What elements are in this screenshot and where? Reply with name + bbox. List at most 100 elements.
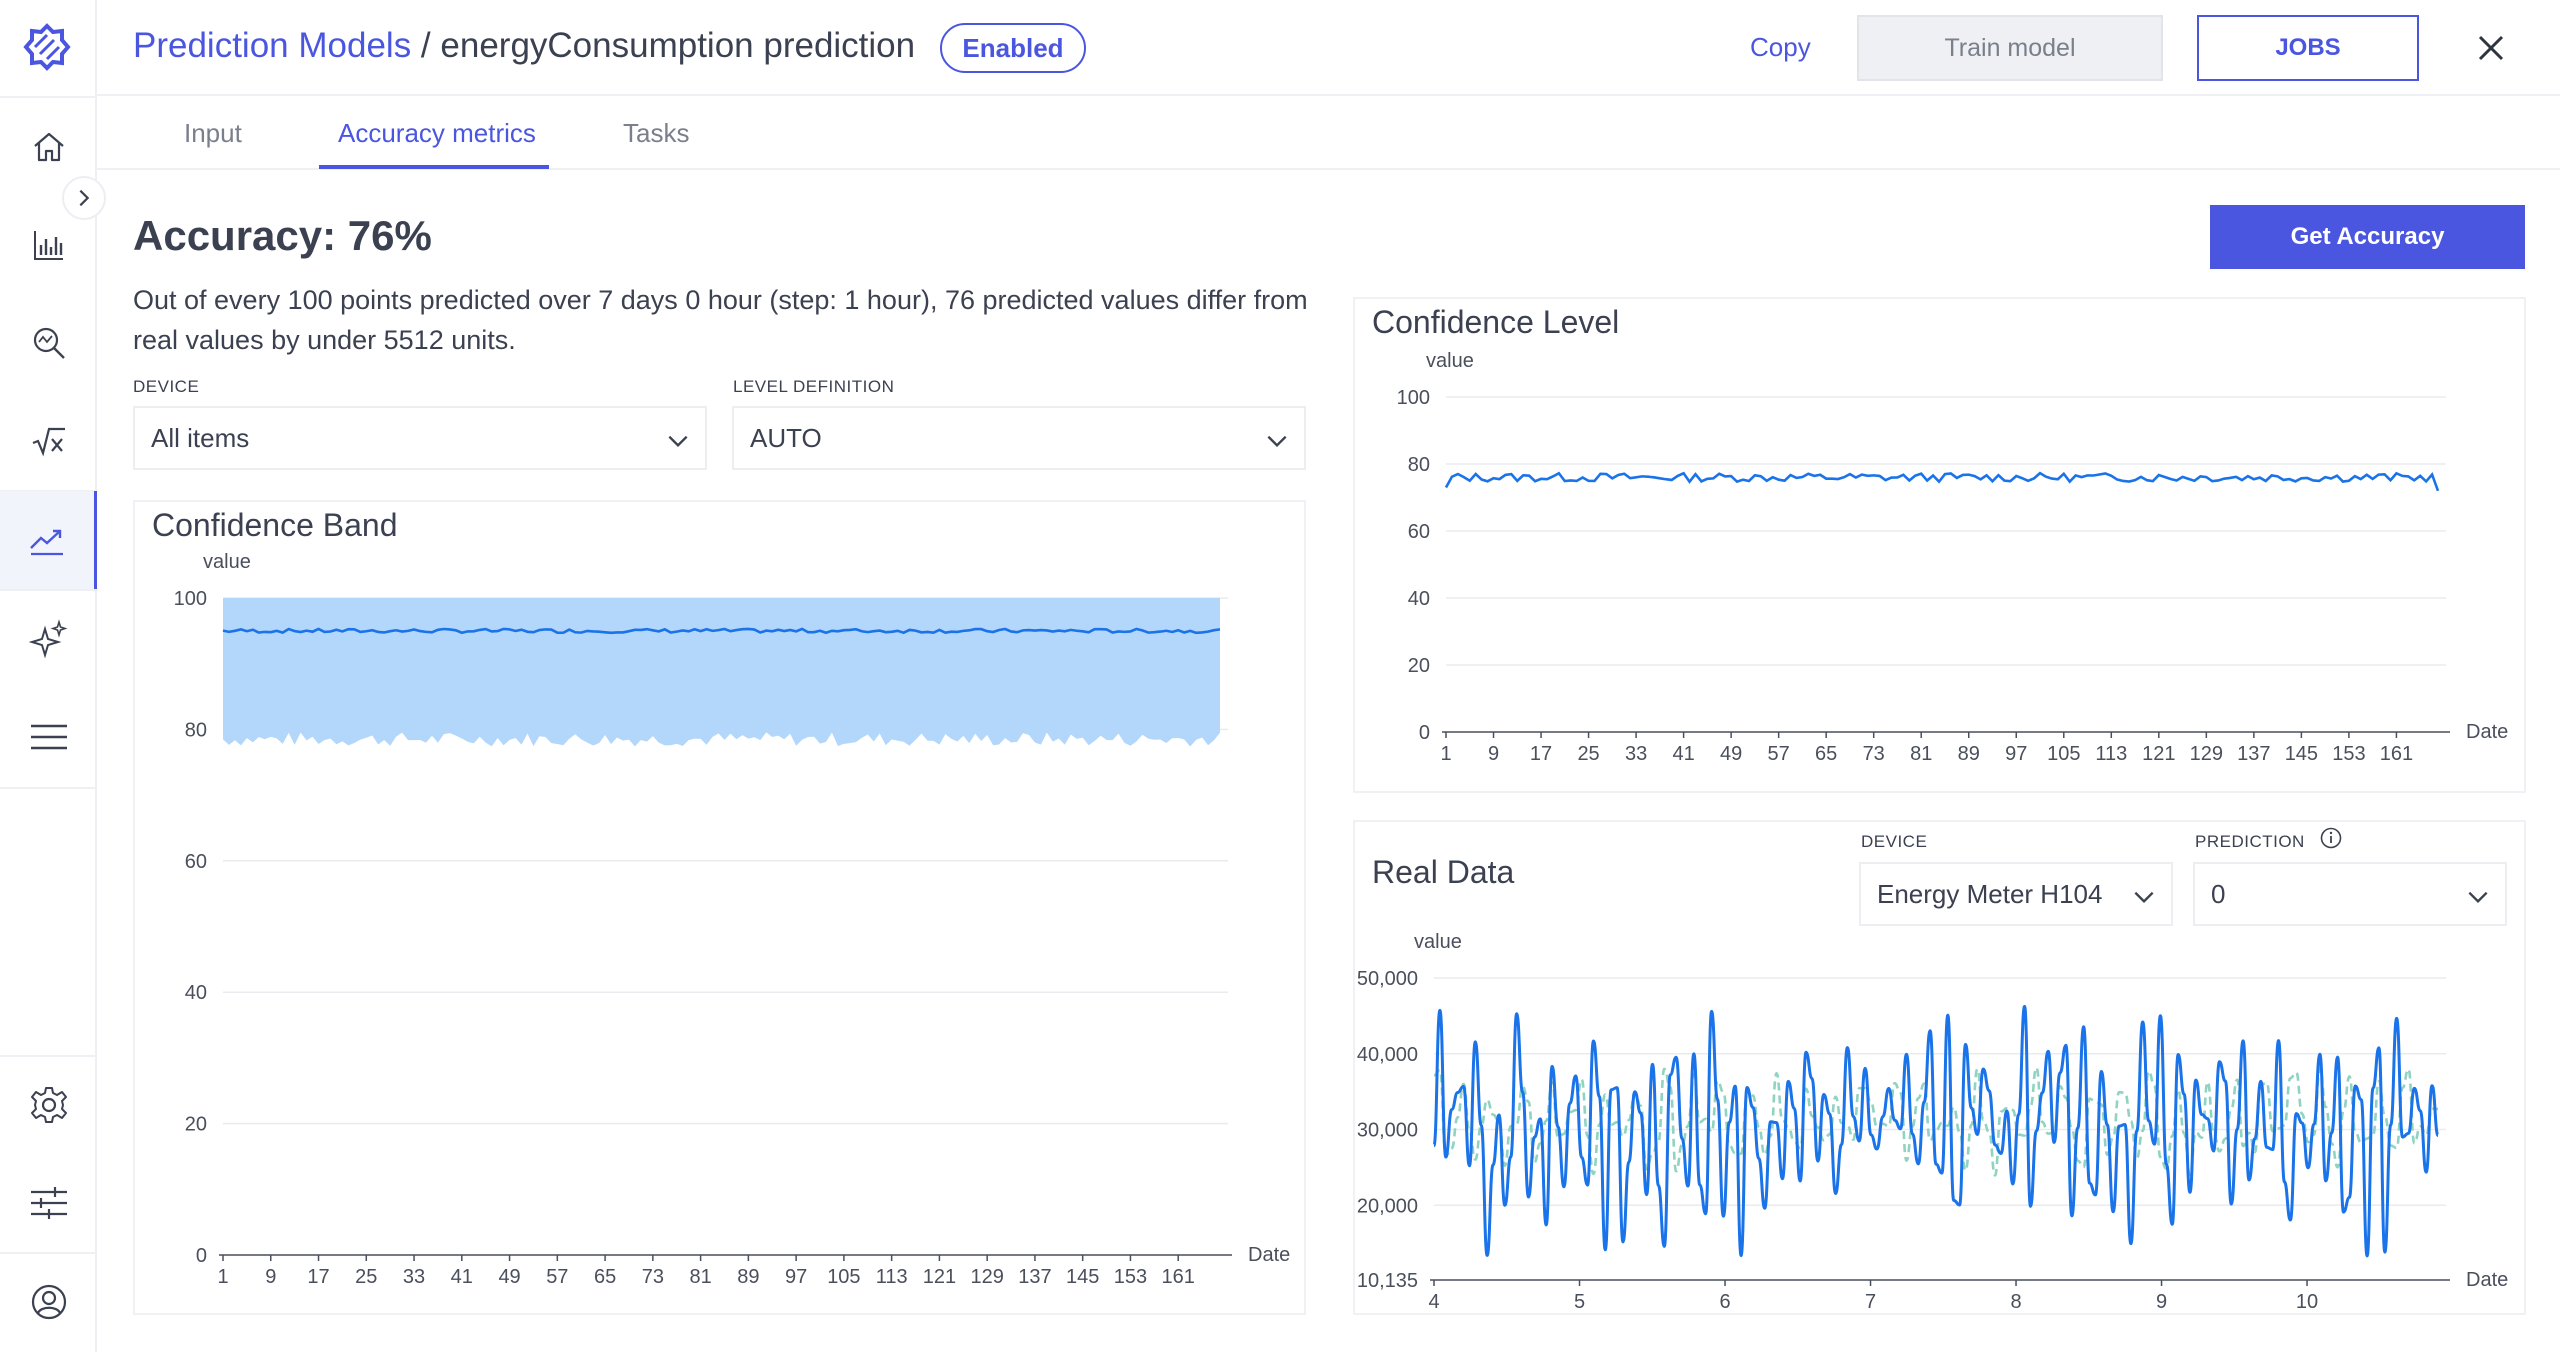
info-icon[interactable] bbox=[2319, 826, 2343, 850]
nav-preferences[interactable] bbox=[0, 1154, 97, 1252]
sidebar-divider bbox=[0, 589, 97, 591]
jobs-button[interactable]: JOBS bbox=[2197, 15, 2419, 81]
active-tab-indicator bbox=[319, 165, 549, 169]
sidebar-expand-button[interactable] bbox=[62, 176, 106, 220]
nav-search[interactable] bbox=[0, 294, 97, 392]
confidence-level-title: Confidence Level bbox=[1372, 304, 1620, 340]
page-header: Prediction Models / energyConsumption pr… bbox=[97, 0, 2560, 96]
copy-button[interactable]: Copy bbox=[1750, 32, 1811, 62]
x-tick-label: 73 bbox=[642, 1266, 664, 1288]
breadcrumb-root-link[interactable]: Prediction Models bbox=[133, 26, 412, 65]
get-accuracy-button[interactable]: Get Accuracy bbox=[2210, 205, 2525, 269]
x-tick-label: 129 bbox=[2190, 743, 2223, 765]
tab-input[interactable]: Input bbox=[184, 118, 242, 148]
x-tick-label: 8 bbox=[2010, 1291, 2021, 1313]
nav-formula[interactable] bbox=[0, 392, 97, 490]
x-tick-label: 57 bbox=[546, 1266, 568, 1288]
y-axis-label: value bbox=[1414, 931, 1462, 953]
chevron-down-icon bbox=[668, 435, 688, 448]
y-tick-label: 100 bbox=[1397, 387, 1430, 409]
x-tick-label: 25 bbox=[1577, 743, 1599, 765]
x-tick-label: 121 bbox=[2142, 743, 2175, 765]
x-tick-label: 17 bbox=[1530, 743, 1552, 765]
gear-logo-icon[interactable] bbox=[22, 22, 72, 72]
x-tick-label: 9 bbox=[1488, 743, 1499, 765]
sparkle-icon bbox=[28, 619, 68, 659]
x-tick-label: 97 bbox=[785, 1266, 807, 1288]
y-tick-label: 100 bbox=[174, 588, 207, 610]
y-tick-label: 40 bbox=[1408, 588, 1430, 610]
level-definition-label: LEVEL DEFINITION bbox=[733, 377, 895, 396]
nav-profile[interactable] bbox=[0, 1253, 97, 1351]
sidebar-divider bbox=[0, 96, 97, 98]
real-data-device-label: DEVICE bbox=[1861, 832, 1928, 851]
nav-menu[interactable] bbox=[0, 688, 97, 786]
x-tick-label: 137 bbox=[2237, 743, 2270, 765]
x-tick-label: 161 bbox=[2380, 743, 2413, 765]
y-tick-label: 80 bbox=[185, 719, 207, 741]
home-icon bbox=[33, 132, 64, 162]
status-badge: Enabled bbox=[940, 23, 1086, 73]
prediction-select[interactable]: 0 bbox=[2193, 862, 2507, 926]
menu-icon bbox=[30, 724, 67, 750]
x-tick-label: 7 bbox=[1865, 1291, 1876, 1313]
x-tick-label: 6 bbox=[1719, 1291, 1730, 1313]
device-select[interactable]: All items bbox=[133, 406, 707, 470]
x-tick-label: 81 bbox=[689, 1266, 711, 1288]
x-tick-label: 97 bbox=[2005, 743, 2027, 765]
confidence-level-line bbox=[1444, 471, 2440, 492]
accuracy-description: Out of every 100 points predicted over 7… bbox=[133, 285, 1308, 355]
confidence-level-chart: 0 20 40 60 80 100 1 9 17 25 33 41 49 57 65 73 81 89 97 105 1… bbox=[1397, 350, 2509, 765]
sidebar-divider bbox=[0, 787, 97, 789]
x-tick-label: 57 bbox=[1768, 743, 1790, 765]
real-data-device-select[interactable]: Energy Meter H104 bbox=[1859, 862, 2173, 926]
accuracy-title: Accuracy: 76% bbox=[133, 212, 432, 259]
y-tick-label: 40 bbox=[185, 982, 207, 1004]
level-definition-select[interactable]: AUTO bbox=[732, 406, 1306, 470]
nav-analytics[interactable] bbox=[0, 196, 97, 294]
x-tick-label: 17 bbox=[307, 1266, 329, 1288]
chevron-down-icon bbox=[2134, 891, 2154, 904]
breadcrumb: Prediction Models / energyConsumption pr… bbox=[133, 26, 915, 66]
x-tick-label: 73 bbox=[1863, 743, 1885, 765]
prediction-label: PREDICTION bbox=[2195, 832, 2305, 851]
chevron-down-icon bbox=[1267, 435, 1287, 448]
y-tick-label: 0 bbox=[1419, 722, 1430, 744]
x-tick-label: 89 bbox=[1958, 743, 1980, 765]
prediction-select-value: 0 bbox=[2211, 878, 2226, 909]
close-button[interactable] bbox=[2469, 26, 2513, 70]
x-tick-label: 65 bbox=[594, 1266, 616, 1288]
x-tick-label: 129 bbox=[970, 1266, 1003, 1288]
predicted-data-line bbox=[1433, 1066, 2439, 1177]
x-tick-label: 145 bbox=[2285, 743, 2318, 765]
nav-ai[interactable] bbox=[0, 590, 97, 688]
x-tick-label: 105 bbox=[827, 1266, 860, 1288]
y-tick-label: 0 bbox=[196, 1245, 207, 1267]
y-tick-label: 80 bbox=[1408, 454, 1430, 476]
nav-home[interactable] bbox=[0, 98, 97, 196]
nav-predictions[interactable] bbox=[0, 491, 97, 589]
x-tick-label: 153 bbox=[1114, 1266, 1147, 1288]
x-tick-label: 113 bbox=[2095, 743, 2127, 765]
tab-tasks[interactable]: Tasks bbox=[623, 118, 690, 148]
x-tick-label: 9 bbox=[265, 1266, 276, 1288]
sliders-icon bbox=[30, 1187, 67, 1219]
x-tick-label: 153 bbox=[2332, 743, 2365, 765]
x-tick-label: 1 bbox=[1440, 743, 1451, 765]
y-tick-label: 20 bbox=[1408, 655, 1430, 677]
x-tick-label: 65 bbox=[1815, 743, 1837, 765]
tab-accuracy-metrics[interactable]: Accuracy metrics bbox=[338, 118, 536, 148]
x-tick-label: 137 bbox=[1018, 1266, 1051, 1288]
train-model-button[interactable]: Train model bbox=[1857, 15, 2163, 81]
x-tick-label: 41 bbox=[451, 1266, 473, 1288]
real-data-title: Real Data bbox=[1372, 854, 1515, 890]
nav-settings[interactable] bbox=[0, 1056, 97, 1154]
confidence-band-chart: 0 20 40 60 80 100 1 9 17 25 33 41 49 57 65 73 81 89 97 105 1… bbox=[174, 551, 1291, 1288]
x-tick-label: 105 bbox=[2047, 743, 2080, 765]
y-tick-label: 60 bbox=[1408, 521, 1430, 543]
y-tick-label: 50,000 bbox=[1357, 968, 1418, 990]
real-data-panel: Real Data DEVICE Energy Meter H104 PREDI… bbox=[1353, 820, 2526, 1315]
x-axis-label: Date bbox=[2466, 721, 2508, 743]
x-axis-label: Date bbox=[2466, 1269, 2508, 1291]
level-definition-value: AUTO bbox=[750, 422, 822, 453]
